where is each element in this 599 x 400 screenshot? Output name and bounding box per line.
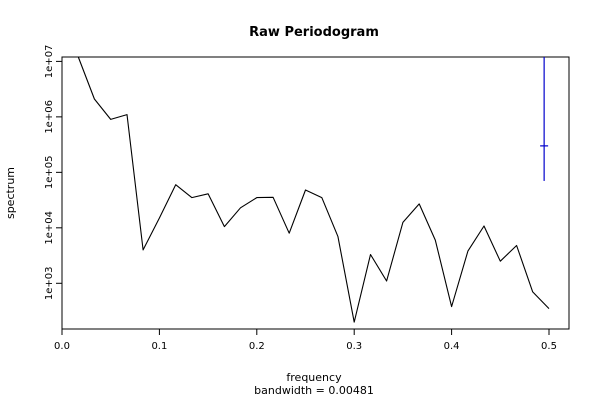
series-line	[77, 56, 550, 323]
plot-area	[61, 56, 570, 330]
x-axis: 0.0 0.1 0.2 0.3 0.4 0.5	[54, 329, 557, 352]
x-axis-label: frequency	[286, 371, 342, 384]
chart-title: Raw Periodogram	[249, 25, 379, 40]
y-axis-label: spectrum	[4, 167, 17, 219]
x-tick-label: 0.4	[444, 341, 460, 352]
x-tick-label: 0.3	[346, 341, 362, 352]
y-tick-label: 1e+05	[44, 156, 55, 190]
y-tick-label: 1e+04	[44, 211, 55, 245]
x-axis-sublabel: bandwidth = 0.00481	[254, 384, 374, 397]
x-tick-label: 0.1	[151, 341, 167, 352]
x-tick-label: 0.5	[541, 341, 557, 352]
y-tick-label: 1e+07	[44, 45, 55, 79]
y-tick-label: 1e+03	[44, 266, 55, 300]
y-axis: 1e+03 1e+04 1e+05 1e+06 1e+07	[44, 45, 62, 300]
x-tick-label: 0.0	[54, 341, 70, 352]
series-layer	[77, 56, 550, 323]
confidence-bar	[540, 57, 549, 181]
y-tick-label: 1e+06	[44, 100, 55, 134]
x-tick-label: 0.2	[249, 341, 265, 352]
